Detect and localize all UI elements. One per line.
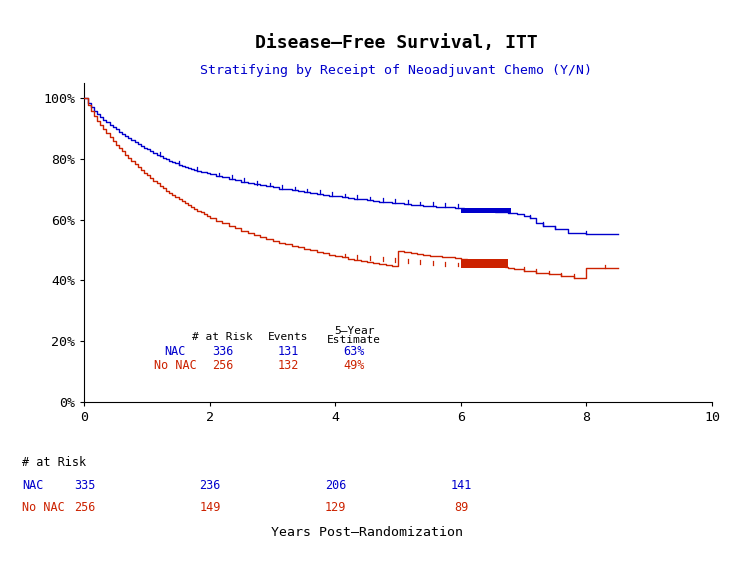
Text: Stratifying by Receipt of Neoadjuvant Chemo (Y/N): Stratifying by Receipt of Neoadjuvant Ch…: [200, 64, 592, 76]
Text: 63%: 63%: [344, 345, 365, 358]
Text: 256: 256: [212, 359, 233, 372]
Text: 131: 131: [277, 345, 299, 358]
Text: # at Risk: # at Risk: [192, 332, 252, 342]
Text: No NAC: No NAC: [22, 502, 65, 514]
Text: Years Post–Randomization: Years Post–Randomization: [271, 526, 463, 539]
Text: # at Risk: # at Risk: [22, 456, 86, 468]
Text: 141: 141: [450, 479, 472, 491]
Text: 49%: 49%: [344, 359, 365, 372]
Text: No NAC: No NAC: [154, 359, 197, 372]
Text: 149: 149: [199, 502, 221, 514]
Text: 89: 89: [454, 502, 468, 514]
Text: 335: 335: [73, 479, 95, 491]
Text: 206: 206: [324, 479, 346, 491]
Text: NAC: NAC: [22, 479, 43, 491]
Text: 236: 236: [199, 479, 221, 491]
Text: 5–Year: 5–Year: [334, 325, 374, 335]
Text: 132: 132: [277, 359, 299, 372]
Text: NAC: NAC: [164, 345, 186, 358]
Text: 129: 129: [324, 502, 346, 514]
Text: Estimate: Estimate: [327, 335, 381, 344]
Text: Events: Events: [268, 332, 308, 342]
Text: 336: 336: [212, 345, 233, 358]
Text: 256: 256: [73, 502, 95, 514]
Text: Disease–Free Survival, ITT: Disease–Free Survival, ITT: [255, 34, 538, 52]
